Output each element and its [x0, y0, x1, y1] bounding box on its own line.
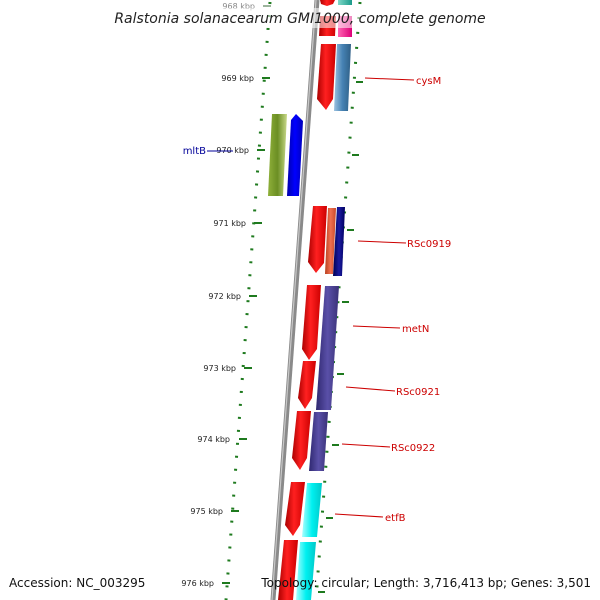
leader-metN	[352, 325, 401, 329]
genome-backbone	[270, 0, 320, 600]
feature-RSc0922-purple[interactable]	[309, 412, 328, 471]
gene-label-RSc0922[interactable]: RSc0922	[391, 443, 435, 454]
ruler-dots	[224, 1, 272, 600]
cds-mltB[interactable]	[287, 114, 303, 196]
gene-label-metN[interactable]: metN	[402, 324, 429, 335]
title-backdrop	[115, 8, 485, 28]
ruler-label-971: 971 kbp	[213, 219, 246, 228]
ruler-label-973: 973 kbp	[203, 364, 236, 373]
accession-text: Accession: NC_003295	[9, 576, 145, 590]
ruler-label-968: 968 kbp	[222, 2, 255, 11]
ruler-label-976: 976 kbp	[181, 579, 214, 588]
leader-RSc0922	[341, 443, 391, 448]
gene-label-etfB[interactable]: etfB	[385, 513, 406, 524]
gene-labels: cysM mltB RSc0919 metN RSc0921 RSc0922 e…	[183, 76, 452, 524]
gene-label-mltB[interactable]: mltB	[183, 146, 206, 157]
feature-mltB-olive[interactable]	[268, 114, 287, 196]
leader-RSc0921	[345, 386, 396, 392]
backbone-highlight	[271, 0, 317, 600]
genome-summary-text: Topology: circular; Length: 3,716,413 bp…	[260, 576, 591, 590]
cds-metN[interactable]	[302, 285, 321, 360]
ruler-ticks	[222, 5, 271, 584]
feature-cyan-bottom[interactable]	[296, 542, 316, 600]
cds-bottom[interactable]	[278, 540, 298, 600]
ruler-labels: 968 kbp 969 kbp 970 kbp 971 kbp 972 kbp …	[181, 2, 255, 588]
ruler-label-974: 974 kbp	[197, 435, 230, 444]
feature-teal-top[interactable]	[338, 0, 352, 5]
ruler-label-969: 969 kbp	[221, 74, 254, 83]
cds-RSc0919[interactable]	[308, 206, 327, 273]
label-leaders	[207, 77, 415, 518]
map-title: Ralstonia solanacearum GMI1000, complete…	[114, 11, 485, 27]
gene-label-RSc0919[interactable]: RSc0919	[407, 239, 451, 250]
feature-cysM[interactable]	[334, 44, 351, 111]
ruler-label-972: 972 kbp	[208, 292, 241, 301]
ruler-label-975: 975 kbp	[190, 507, 223, 516]
cds-cysM[interactable]	[317, 44, 336, 110]
leader-RSc0919	[357, 240, 407, 244]
cds-RSc0922[interactable]	[292, 411, 311, 470]
leader-cysM	[364, 77, 415, 81]
feature-metN-purple[interactable]	[316, 286, 339, 410]
gene-label-RSc0921[interactable]: RSc0921	[396, 387, 440, 398]
feature-RSc0919-salmon[interactable]	[325, 208, 336, 274]
feature-RSc0919-navy[interactable]	[333, 207, 345, 276]
leader-etfB	[334, 513, 384, 518]
feature-etfB-cyan[interactable]	[302, 483, 322, 537]
track-ticks	[318, 81, 363, 593]
cds-RSc0921[interactable]	[298, 361, 316, 409]
cds-top[interactable]	[320, 0, 335, 6]
cds-etfB[interactable]	[285, 482, 305, 536]
gene-label-cysM[interactable]: cysM	[416, 76, 441, 87]
